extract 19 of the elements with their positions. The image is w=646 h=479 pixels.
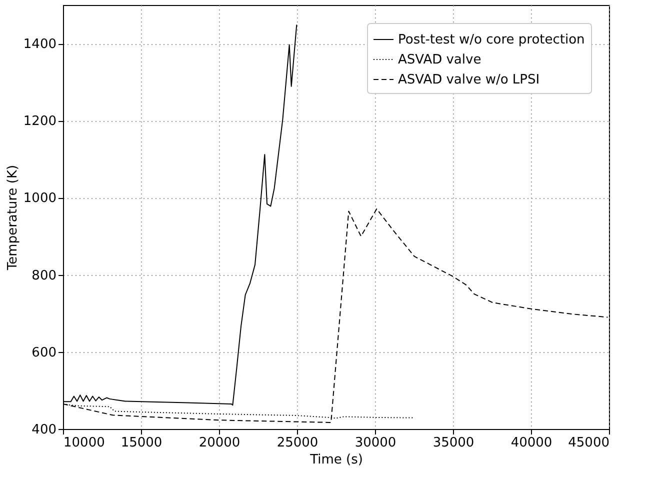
x-tick-label: 45000: [568, 436, 610, 450]
legend-label: Post-test w/o core protection: [398, 32, 585, 48]
y-tick-label: 1000: [23, 191, 56, 206]
x-tick-label: 15000: [120, 436, 162, 450]
x-tick-label: 30000: [354, 436, 396, 450]
x-tick-label: 40000: [510, 436, 552, 450]
x-tick-label: 10000: [64, 436, 105, 450]
y-tick-label: 600: [32, 345, 56, 360]
x-tick-label: 25000: [276, 436, 318, 450]
legend-label: ASVAD valve w/o LPSI: [398, 72, 540, 88]
y-tick-label: 400: [32, 422, 56, 438]
x-axis-title: Time (s): [309, 452, 363, 468]
y-tick-label: 1400: [23, 37, 56, 52]
x-tick-label: 35000: [432, 436, 474, 450]
x-tick-label: 20000: [198, 436, 240, 450]
y-axis-title: Temperature (K): [5, 164, 20, 272]
legend-label: ASVAD valve: [398, 52, 482, 68]
y-tick-label: 1200: [23, 114, 56, 130]
y-tick-label: 800: [32, 268, 56, 284]
